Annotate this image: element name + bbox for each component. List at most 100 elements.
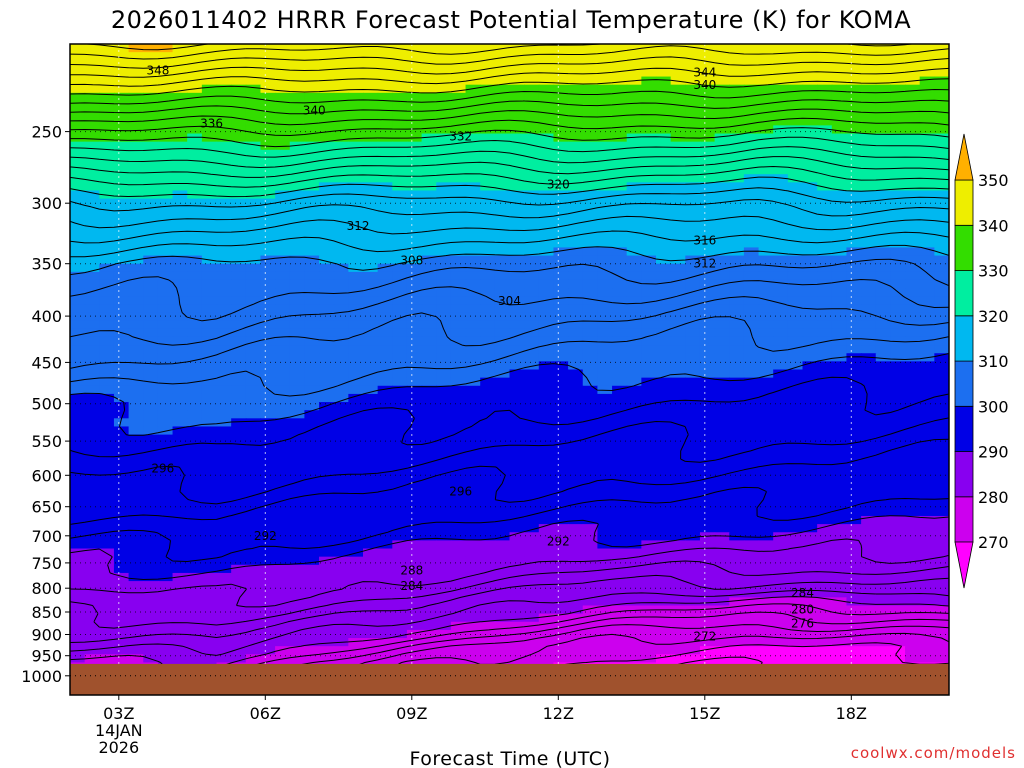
theta-cell: [729, 491, 745, 501]
theta-cell: [817, 271, 833, 281]
theta-cell: [568, 369, 584, 379]
theta-cell: [201, 377, 218, 387]
theta-cell: [392, 206, 408, 216]
theta-cell: [450, 353, 467, 362]
theta-cell: [905, 125, 921, 135]
theta-cell: [128, 556, 144, 566]
theta-cell: [421, 149, 437, 159]
theta-cell: [99, 345, 115, 354]
theta-cell: [245, 418, 262, 428]
theta-cell: [509, 312, 525, 322]
theta-cell: [363, 402, 379, 411]
theta-cell: [670, 141, 686, 151]
theta-cell: [113, 532, 130, 541]
theta-cell: [172, 450, 188, 460]
theta-cell: [84, 271, 100, 281]
theta-cell: [421, 353, 437, 362]
theta-cell: [231, 393, 247, 403]
theta-cell: [84, 548, 100, 558]
theta-cell: [187, 507, 203, 517]
theta-cell: [553, 564, 569, 574]
theta-cell: [436, 467, 452, 476]
theta-cell: [919, 109, 935, 118]
theta-cell: [846, 288, 862, 297]
theta-cell: [802, 393, 818, 403]
theta-cell: [392, 646, 408, 655]
theta-cell: [406, 141, 423, 151]
theta-cell: [143, 589, 159, 598]
theta-cell: [831, 402, 848, 411]
theta-cell: [743, 279, 760, 289]
theta-cell: [714, 166, 730, 175]
theta-cell: [817, 548, 833, 558]
theta-cell: [70, 288, 86, 297]
theta-cell: [817, 629, 833, 639]
theta-cell: [553, 418, 569, 428]
theta-cell: [934, 198, 949, 208]
isentrope-334: [70, 108, 949, 126]
theta-cell: [319, 385, 335, 395]
theta-cell: [582, 515, 598, 525]
theta-cell: [377, 393, 393, 403]
theta-cell: [582, 174, 598, 183]
contour-label: 284: [400, 579, 423, 593]
theta-cell: [729, 589, 745, 598]
theta-cell: [289, 467, 305, 476]
theta-cell: [201, 654, 218, 664]
theta-cell: [319, 336, 335, 346]
theta-cell: [773, 109, 789, 118]
theta-cell: [597, 402, 613, 411]
theta-cell: [231, 279, 247, 289]
theta-cell: [84, 483, 100, 493]
theta-cell: [245, 524, 262, 533]
theta-cell: [348, 377, 364, 387]
theta-cell: [113, 68, 130, 78]
theta-cell: [538, 589, 555, 598]
theta-cell: [714, 60, 730, 70]
theta-cell: [919, 271, 935, 281]
theta-cell: [553, 377, 569, 387]
theta-cell: [743, 68, 760, 78]
theta-cell: [201, 206, 218, 216]
theta-cell: [436, 621, 452, 631]
theta-cell: [568, 296, 584, 305]
theta-cell: [436, 231, 452, 240]
theta-cell: [831, 369, 848, 379]
theta-cell: [553, 109, 569, 118]
theta-cell: [216, 434, 232, 444]
theta-cell: [70, 434, 86, 444]
theta-cell: [319, 564, 335, 574]
theta-cell: [70, 548, 86, 558]
theta-cell: [480, 336, 496, 346]
theta-cell: [538, 198, 555, 208]
theta-cell: [363, 279, 379, 289]
theta-cell: [260, 198, 276, 208]
theta-cell: [275, 621, 291, 631]
theta-cell: [231, 52, 247, 61]
theta-cell: [187, 141, 203, 151]
theta-cell: [919, 540, 935, 550]
theta-cell: [934, 540, 949, 550]
theta-cell: [538, 231, 555, 240]
theta-cell: [729, 556, 745, 566]
theta-cell: [84, 100, 100, 110]
theta-cell: [612, 263, 628, 273]
theta-cell: [612, 434, 628, 444]
theta-cell: [656, 304, 672, 314]
theta-cell: [172, 271, 188, 281]
theta-cell: [670, 157, 686, 167]
theta-cell: [363, 182, 379, 192]
theta-cell: [729, 393, 745, 403]
theta-cell: [157, 475, 174, 485]
theta-cell: [260, 157, 276, 167]
theta-cell: [758, 312, 774, 322]
theta-cell: [363, 385, 379, 395]
theta-cell: [494, 361, 511, 371]
theta-cell: [846, 581, 862, 590]
theta-cell: [582, 426, 598, 436]
theta-cell: [612, 76, 628, 86]
theta-cell: [685, 515, 701, 525]
theta-cell: [641, 597, 657, 607]
theta-cell: [289, 231, 305, 240]
theta-cell: [773, 418, 789, 428]
